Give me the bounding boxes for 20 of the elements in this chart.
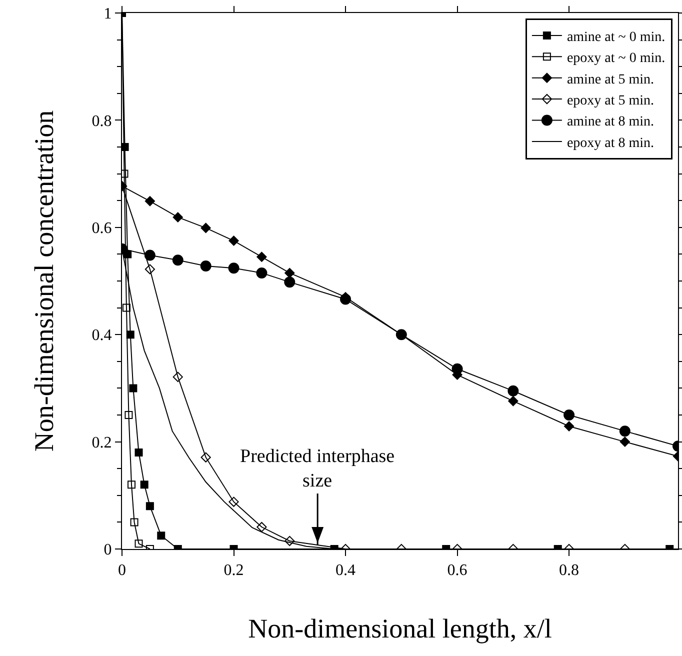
legend-label: epoxy at ~ 0 min. xyxy=(566,51,666,66)
y-tick-label: 0 xyxy=(104,542,112,559)
legend-label: amine at 5 min. xyxy=(566,72,654,88)
legend-label: amine at ~ 0 min. xyxy=(566,30,666,45)
y-tick-label: 1 xyxy=(104,6,112,23)
x-tick-label: 0.8 xyxy=(559,562,580,580)
x-tick-label: 0.6 xyxy=(447,562,468,580)
y-tick-label: 0.6 xyxy=(92,220,112,237)
x-axis-title: Non-dimensional length, x/l xyxy=(248,614,552,644)
annotation: Predicted interphase size xyxy=(240,446,395,492)
y-tick-label: 0.2 xyxy=(92,434,112,452)
legend-label: epoxy at 5 min. xyxy=(566,94,654,109)
x-tick-label: 0.2 xyxy=(224,562,244,580)
x-tick-label: 0 xyxy=(118,562,126,580)
legend-label: epoxy at 8 min. xyxy=(566,136,654,151)
y-tick-label: 0.4 xyxy=(92,327,112,344)
legend-label: amine at 8 min. xyxy=(566,114,654,130)
x-tick-label: 0.4 xyxy=(336,562,356,580)
y-tick-label: 0.8 xyxy=(92,112,112,130)
y-axis-title: Non-dimensional concentration xyxy=(28,110,59,452)
